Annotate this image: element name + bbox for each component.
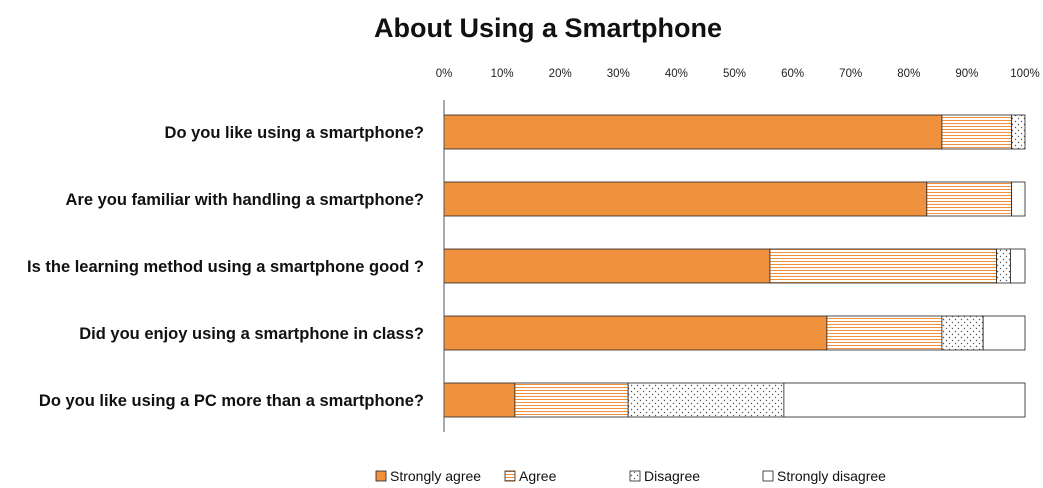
legend-swatch <box>629 470 641 482</box>
legend-swatch <box>504 470 516 482</box>
bar-strongly-disagree <box>783 382 1026 418</box>
x-tick-label: 40% <box>665 68 688 80</box>
category-label: Is the learning method using a smartphon… <box>27 258 424 276</box>
x-tick-label: 50% <box>723 68 746 80</box>
x-tick-label: 20% <box>549 68 572 80</box>
bar-strongly-agree <box>443 114 943 150</box>
bar-agree <box>514 382 629 418</box>
bar-agree <box>941 114 1013 150</box>
x-tick-label: 0% <box>436 68 453 80</box>
x-tick-label: 80% <box>897 68 920 80</box>
bar-strongly-disagree <box>1011 181 1026 217</box>
bar-strongly-agree <box>443 382 516 418</box>
x-tick-label: 10% <box>491 68 514 80</box>
bar-disagree <box>1011 114 1026 150</box>
x-axis-ticks: 0% 10% 20% 30% 40% 50% 60% 70% 80% 90% 100% <box>436 68 1040 80</box>
bar-agree <box>926 181 1013 217</box>
category-label: Do you like using a PC more than a smart… <box>39 392 424 410</box>
category-label: Are you familiar with handling a smartph… <box>66 191 424 209</box>
bar-disagree <box>627 382 785 418</box>
category-label: Do you like using a smartphone? <box>165 124 424 142</box>
bar-strongly-disagree <box>982 315 1026 351</box>
bar-disagree <box>996 248 1011 284</box>
bar-disagree <box>941 315 984 351</box>
bar-strongly-disagree <box>1010 248 1026 284</box>
category-labels: Do you like using a smartphone? Are you f… <box>27 124 424 410</box>
x-tick-label: 70% <box>839 68 862 80</box>
x-tick-label: 100% <box>1010 68 1039 80</box>
bar-strongly-agree <box>443 315 828 351</box>
bar-agree <box>826 315 943 351</box>
x-tick-label: 60% <box>781 68 804 80</box>
legend-label: Disagree <box>644 468 700 484</box>
x-tick-label: 30% <box>607 68 630 80</box>
bar-strongly-agree <box>443 248 771 284</box>
legend-label: Strongly agree <box>390 468 481 484</box>
x-tick-label: 90% <box>955 68 978 80</box>
bar-strongly-agree <box>443 181 928 217</box>
legend: Strongly agree Agree Disagree Strongly disa… <box>375 468 886 484</box>
legend-swatch <box>375 470 387 482</box>
legend-label: Strongly disagree <box>777 468 886 484</box>
category-label: Did you enjoy using a smartphone in clas… <box>79 325 424 343</box>
bars <box>443 114 1026 418</box>
legend-swatch <box>762 470 774 482</box>
chart-title: About Using a Smartphone <box>374 13 722 43</box>
bar-agree <box>769 248 997 284</box>
legend-label: Agree <box>519 468 557 484</box>
